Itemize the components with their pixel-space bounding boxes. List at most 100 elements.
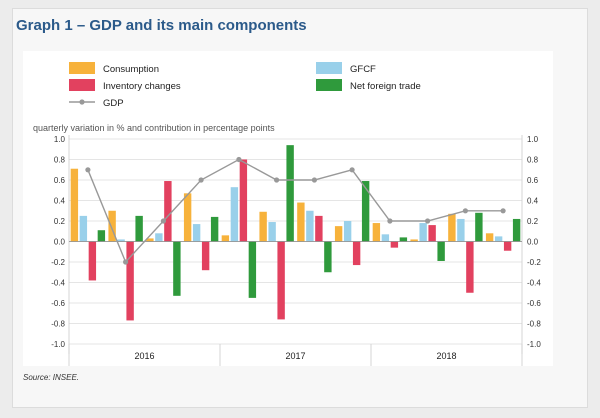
gdp-point bbox=[387, 218, 393, 224]
consumption-bar bbox=[334, 226, 343, 242]
gdp-point bbox=[160, 218, 166, 224]
inventory-changes-bar bbox=[428, 225, 436, 242]
gdp-point bbox=[425, 218, 431, 224]
gdp-point bbox=[274, 177, 280, 183]
consumption-bar bbox=[485, 233, 494, 242]
net-foreign-trade-bar bbox=[361, 181, 370, 242]
gdp-point bbox=[349, 167, 355, 173]
consumption-bar bbox=[410, 239, 418, 242]
legend-swatch-gdp-marker bbox=[79, 99, 85, 105]
y-tick-label-left: -0.2 bbox=[51, 258, 65, 267]
y-tick-label-left: 0.4 bbox=[54, 197, 66, 206]
gdp-point bbox=[85, 167, 91, 173]
gfcf-bar bbox=[268, 222, 276, 242]
consumption-bar bbox=[70, 168, 79, 242]
legend-swatch-consumption bbox=[69, 62, 95, 74]
bars bbox=[70, 145, 521, 321]
y-tick-label-right: 0.8 bbox=[527, 156, 539, 165]
y-tick-label-left: -0.8 bbox=[51, 320, 65, 329]
page-title: Graph 1 – GDP and its main components bbox=[16, 17, 307, 34]
net-foreign-trade-bar bbox=[135, 215, 143, 242]
y-tick-label-left: -0.6 bbox=[51, 299, 65, 308]
y-tick-label-left: 0.6 bbox=[54, 176, 66, 185]
inventory-changes-bar bbox=[126, 241, 134, 321]
gfcf-bar bbox=[306, 210, 314, 242]
net-foreign-trade-bar bbox=[173, 241, 181, 296]
x-axis: 2016 2017 2018 bbox=[68, 344, 523, 366]
consumption-bar bbox=[372, 223, 381, 242]
inventory-changes-bar bbox=[239, 159, 248, 242]
y-tick-label-right: 0.4 bbox=[527, 197, 539, 206]
inventory-changes-bar bbox=[164, 181, 172, 242]
legend-swatch-trade bbox=[316, 79, 342, 91]
consumption-bar bbox=[146, 238, 154, 242]
year-label: 2016 bbox=[134, 351, 154, 361]
gdp-point bbox=[500, 208, 506, 214]
consumption-bar bbox=[448, 213, 456, 242]
consumption-bar bbox=[108, 210, 116, 242]
consumption-bar bbox=[183, 193, 192, 242]
gfcf-bar bbox=[230, 187, 239, 242]
year-label: 2018 bbox=[436, 351, 456, 361]
y-tick-label-left: -0.4 bbox=[51, 279, 65, 288]
net-foreign-trade-bar bbox=[512, 218, 521, 242]
gfcf-bar bbox=[457, 218, 465, 242]
source-note: Source: INSEE. bbox=[23, 373, 80, 382]
inventory-changes-bar bbox=[88, 241, 97, 281]
gfcf-bar bbox=[419, 223, 427, 242]
legend-swatch-gfcf bbox=[316, 62, 342, 74]
net-foreign-trade-bar bbox=[475, 212, 483, 242]
gdp-series-line bbox=[87, 158, 504, 264]
year-label: 2017 bbox=[285, 351, 305, 361]
net-foreign-trade-bar bbox=[399, 237, 408, 242]
y-tick-label-right: -1.0 bbox=[527, 340, 541, 349]
gdp-point bbox=[311, 177, 317, 183]
consumption-bar bbox=[221, 235, 230, 242]
y-tick-label-right: 1.0 bbox=[527, 135, 539, 144]
y-axis-right: 1.0 0.8 0.6 0.4 0.2 0.0 -0.2 -0.4 -0.6 -0.8 -1.0 bbox=[521, 135, 541, 354]
legend-label-inventory: Inventory changes bbox=[103, 81, 181, 92]
y-tick-label-right: -0.6 bbox=[527, 299, 541, 308]
gfcf-bar bbox=[381, 234, 390, 242]
gfcf-bar bbox=[117, 239, 125, 242]
inventory-changes-bar bbox=[277, 241, 285, 320]
gfcf-bar bbox=[192, 224, 201, 242]
inventory-changes-bar bbox=[352, 241, 361, 266]
y-tick-label-right: 0.6 bbox=[527, 176, 539, 185]
net-foreign-trade-bar bbox=[210, 216, 219, 242]
net-foreign-trade-bar bbox=[248, 241, 257, 298]
gfcf-bar bbox=[343, 221, 352, 242]
gdp-point bbox=[236, 156, 242, 163]
consumption-bar bbox=[297, 202, 305, 242]
gfcf-bar bbox=[155, 233, 163, 242]
inventory-changes-bar bbox=[390, 241, 399, 248]
y-tick-label-left: -1.0 bbox=[51, 340, 65, 349]
y-axis-title: quarterly variation in % and contributio… bbox=[33, 123, 275, 133]
y-axis-left: 1.0 0.8 0.6 0.4 0.2 0.0 -0.2 -0.4 -0.6 -0.8 -1.0 bbox=[51, 135, 70, 354]
y-tick-label-right: 0.0 bbox=[527, 238, 539, 247]
inventory-changes-bar bbox=[503, 241, 512, 251]
net-foreign-trade-bar bbox=[437, 241, 445, 261]
gdp-point bbox=[462, 208, 468, 214]
y-tick-label-right: -0.2 bbox=[527, 258, 541, 267]
legend-label-trade: Net foreign trade bbox=[350, 81, 421, 92]
net-foreign-trade-bar bbox=[286, 145, 294, 242]
legend-label-gdp: GDP bbox=[103, 98, 124, 109]
inventory-changes-bar bbox=[466, 241, 474, 293]
inventory-changes-bar bbox=[315, 215, 323, 242]
consumption-bar bbox=[259, 211, 267, 242]
legend-label-consumption: Consumption bbox=[103, 64, 159, 75]
inventory-changes-bar bbox=[201, 241, 210, 271]
y-tick-label-right: 0.2 bbox=[527, 217, 539, 226]
y-tick-label-right: -0.8 bbox=[527, 320, 541, 329]
y-tick-label-left: 0.8 bbox=[54, 156, 66, 165]
y-tick-label-left: 0.0 bbox=[54, 238, 66, 247]
gfcf-bar bbox=[494, 236, 503, 242]
legend: Consumption GFCF Inventory changes Net f… bbox=[69, 62, 421, 109]
legend-swatch-inventory bbox=[69, 79, 95, 91]
legend-label-gfcf: GFCF bbox=[350, 64, 376, 75]
gdp-line bbox=[85, 156, 506, 265]
y-tick-label-left: 1.0 bbox=[54, 135, 66, 144]
y-tick-label-left: 0.2 bbox=[54, 217, 66, 226]
